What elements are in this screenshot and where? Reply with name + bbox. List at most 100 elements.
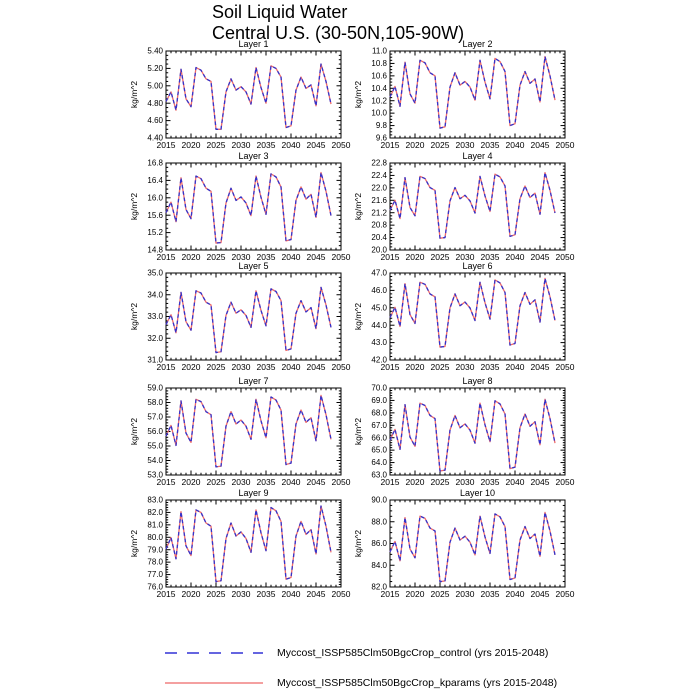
axis-text: 5.00	[147, 81, 163, 90]
axis-text: 63.0	[371, 471, 387, 480]
series-control-line	[165, 286, 332, 354]
axis-text: 88.0	[371, 517, 387, 526]
subplot-svg-layer-9: Layer 9 kg/m^2 2015 2020 2025 2030 2035 2040 204…	[129, 488, 351, 599]
axis-text: 80.0	[147, 533, 163, 542]
axis-text: 64.0	[371, 458, 387, 467]
axis-text: 2040	[282, 362, 301, 372]
axis-text: 2015	[157, 140, 176, 150]
axis-text: 16.4	[147, 176, 163, 185]
axis-text: 31.0	[147, 356, 163, 365]
axis-text: 2035	[257, 477, 276, 487]
axis-text: 10.4	[371, 84, 387, 93]
axis-text: 2020	[182, 589, 201, 599]
axis-text: 2035	[481, 477, 500, 487]
axis-text: 21.6	[371, 196, 387, 205]
axis-text: 2025	[431, 140, 450, 150]
axis-text: 2040	[506, 362, 525, 372]
axis-text: 11.0	[372, 47, 388, 56]
subplot-svg-layer-6: Layer 6 kg/m^2 2015 2020 2025 2030 2035 2040 204…	[353, 261, 575, 372]
axis-text: 22.4	[371, 171, 387, 180]
axis-text: 2020	[406, 140, 425, 150]
axis-text: Layer 6	[462, 261, 492, 271]
axis-text: 58.0	[147, 398, 163, 407]
axis-text: kg/m^2	[353, 193, 363, 220]
subplot-svg-layer-3: Layer 3 kg/m^2 2015 2020 2025 2030 2035 2040 204…	[129, 151, 351, 262]
axis-text: 68.0	[371, 408, 387, 417]
axis-text: 2050	[556, 589, 575, 599]
series-control-line	[389, 171, 556, 239]
axis-text: 2050	[332, 477, 351, 487]
axis-text: 2045	[307, 477, 326, 487]
axis-text: 14.8	[147, 246, 163, 255]
axis-text: 35.0	[147, 269, 163, 278]
axis-text: kg/m^2	[353, 530, 363, 557]
axis-text: 2035	[481, 140, 500, 150]
axis-text: 2050	[556, 140, 575, 150]
axis-text: 86.0	[371, 539, 387, 548]
axis-text: Layer 5	[238, 261, 268, 271]
axis-text: 33.0	[147, 312, 163, 321]
subplot-layer-4: Layer 4 kg/m^2 2015 2020 2025 2030 2035 2040 204…	[352, 151, 577, 265]
axis-text: 2030	[456, 477, 475, 487]
axis-text: 2045	[307, 589, 326, 599]
axis-text: 4.60	[147, 116, 163, 125]
axis-text: 2045	[531, 362, 550, 372]
axis-text: 43.0	[371, 338, 387, 347]
axis-text: Layer 1	[238, 39, 268, 49]
axis-text: 2020	[182, 362, 201, 372]
series-kparams-line	[389, 55, 556, 129]
axis-text: 2030	[456, 140, 475, 150]
axis-text: 2025	[431, 589, 450, 599]
axis-text: kg/m^2	[129, 303, 139, 330]
axis-text: 2030	[232, 140, 251, 150]
axis-text: 70.0	[371, 384, 387, 393]
axis-text: 21.2	[371, 208, 387, 217]
series-control-line	[165, 63, 332, 130]
axis-text: 2050	[556, 252, 575, 262]
axis-text: 53.0	[147, 471, 163, 480]
axis-text: 83.0	[147, 496, 163, 505]
axis-text: 5.20	[147, 64, 163, 73]
legend-label-control: Myccost_ISSP585Clm50BgcCrop_control (yrs…	[277, 647, 549, 659]
axis-text: 57.0	[147, 413, 163, 422]
series-kparams-line	[389, 511, 556, 583]
figure-title: Soil Liquid Water Central U.S. (30-50N,10…	[212, 2, 464, 44]
plot-frame	[389, 387, 566, 476]
series-control-line	[389, 511, 556, 583]
axis-text: Layer 10	[460, 488, 495, 498]
axis-text: 10.8	[371, 59, 387, 68]
axis-text: 2035	[257, 589, 276, 599]
axis-text: kg/m^2	[353, 81, 363, 108]
series-control-line	[165, 394, 332, 468]
axis-text: 2050	[332, 362, 351, 372]
axis-text: 2020	[406, 252, 425, 262]
subplot-layer-10: Layer 10 kg/m^2 2015 2020 2025 2030 2035 2040 20…	[352, 488, 577, 602]
axis-text: 2040	[506, 589, 525, 599]
axis-text: 2025	[207, 362, 226, 372]
axis-text: 2035	[481, 362, 500, 372]
axis-text: 22.0	[371, 183, 387, 192]
axis-text: 15.6	[147, 211, 163, 220]
axis-text: 2045	[531, 589, 550, 599]
axis-text: 2040	[506, 140, 525, 150]
subplot-layer-1: Layer 1 kg/m^2 2015 2020 2025 2030 2035 2040 204…	[128, 39, 353, 153]
axis-text: 2030	[456, 589, 475, 599]
axis-text: 42.0	[371, 356, 387, 365]
axis-text: 54.0	[147, 456, 163, 465]
series-kparams-line	[165, 171, 332, 244]
axis-text: 2050	[556, 477, 575, 487]
axis-text: Layer 2	[462, 39, 492, 49]
axis-text: 2030	[456, 252, 475, 262]
axis-text: 79.0	[147, 545, 163, 554]
axis-text: 2015	[381, 477, 400, 487]
legend-entry-control: Myccost_ISSP585Clm50BgcCrop_control (yrs…	[163, 646, 548, 660]
axis-text: 2035	[481, 589, 500, 599]
axis-text: Layer 9	[238, 488, 268, 498]
axis-text: 2015	[381, 589, 400, 599]
axis-text: 2045	[531, 140, 550, 150]
axis-text: 2015	[157, 589, 176, 599]
series-control-line	[389, 277, 556, 348]
axis-text: 2015	[381, 252, 400, 262]
axis-text: 2030	[232, 589, 251, 599]
axis-text: 2015	[157, 252, 176, 262]
